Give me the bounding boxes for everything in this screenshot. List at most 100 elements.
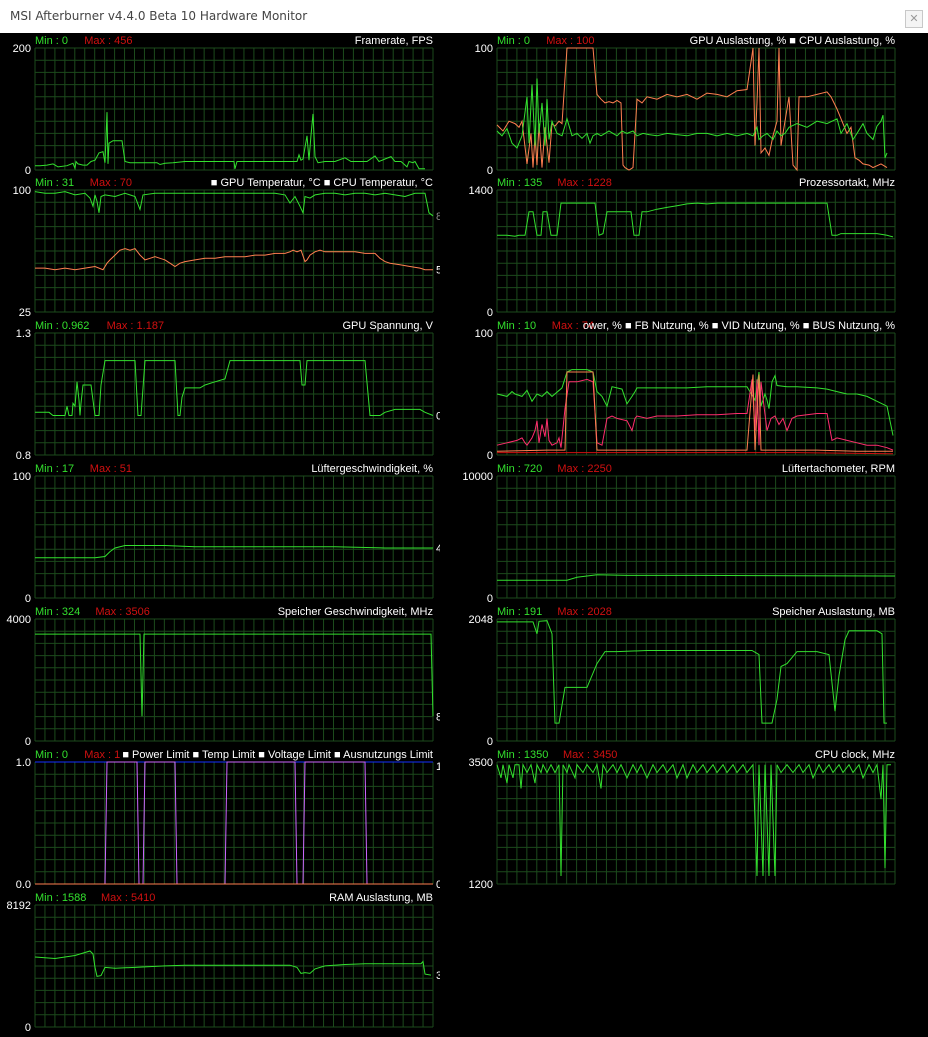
close-button[interactable]: ✕ [905,10,923,28]
grid [496,618,896,742]
series-line-framerate [35,112,425,171]
max-label: Max : 74 [552,320,594,332]
y-min-tick: 0 [25,1022,31,1033]
y-max-tick: 100 [13,471,31,483]
min-label: Min : 17 [35,463,74,475]
y-min-tick: 25 [19,307,31,318]
y-max-tick: 8192 [7,900,31,912]
grid [34,761,434,885]
y-max-tick: 100 [13,185,31,197]
current-value-label: 51 [436,265,440,277]
window-edge [898,33,928,1037]
chart-gpu-temp: Min : 31 Max : 70 ■ GPU Temperatur, °C ■ C… [13,177,440,318]
grid [496,761,896,885]
series-line-gpu-voltage [35,360,434,416]
max-label: Max : 3506 [95,606,149,618]
series-line-cpu-clock-mhz [497,202,894,238]
y-max-tick: 1400 [469,185,493,197]
grid [496,189,896,313]
series-line-cpu-auslastung- [496,78,888,158]
min-label: Min : 31 [35,177,74,189]
panel-title: ■ GPU Temperatur, °C ■ CPU Temperatur, °… [211,177,433,189]
grid [34,189,434,313]
y-max-tick: 1.0 [16,757,31,769]
series-line-cpu-temperatur-c [34,191,434,217]
max-label: Max : 2250 [557,463,611,475]
grid [496,47,896,171]
max-label: Max : 2028 [557,606,611,618]
max-label: Max : 3450 [563,749,617,761]
y-min-tick: 1200 [469,879,493,890]
y-min-tick: 0 [487,450,493,461]
series-line-mem-clock [35,633,434,717]
y-max-tick: 100 [475,328,493,340]
min-label: Min : 0.962 [35,320,89,332]
grid [34,47,434,171]
y-max-tick: 1.3 [16,328,31,340]
panel-title: Speicher Geschwindigkeit, MHz [278,606,433,618]
grid [34,332,434,456]
max-label: Max : 1.187 [107,320,164,332]
series-line-fb-nutzung [496,378,894,451]
y-min-tick: 0 [487,736,493,747]
panel-title: CPU clock, MHz [815,749,895,761]
y-min-tick: 0.8 [16,450,31,461]
title-bar: MSI Afterburner v4.4.0 Beta 10 Hardware … [0,0,928,33]
y-min-tick: 0 [25,593,31,604]
y-max-tick: 10000 [462,471,493,483]
current-value-label: 0.962 [436,410,440,422]
panel-title: ower, % ■ FB Nutzung, % ■ VID Nutzung, %… [583,320,895,332]
series-line-mem-usage [497,620,887,724]
panel-title: GPU Spannung, V [342,320,433,332]
min-label: Min : 191 [497,606,542,618]
chart-gpu-util: Min : 0 Max : 100 GPU Auslastung, % ■ CPU … [475,35,896,175]
grid [34,618,434,742]
panel-gpu-temp: Min : 31 Max : 70 ■ GPU Temperatur, °C ■ C… [0,175,440,318]
window-title: MSI Afterburner v4.4.0 Beta 10 Hardware … [10,9,308,23]
grid [34,475,434,599]
min-label: Min : 324 [35,606,80,618]
panel-fan-tach: Min : 720 Max : 2250 Lüftertachometer, RPM… [462,461,898,604]
y-min-tick: 0 [487,593,493,604]
chart-mem-clock: Min : 324 Max : 3506 Speicher Geschwindigk… [7,606,440,747]
max-label: Max : 70 [90,177,132,189]
chart-ram-usage: Min : 1588 Max : 5410 RAM Auslastung, MB 81… [7,892,440,1033]
series-line-fan-tach [497,574,896,581]
y-min-tick: 0 [487,165,493,175]
min-label: Min : 1350 [497,749,548,761]
y-max-tick: 3500 [469,757,493,769]
series-line-ram-usage [34,950,432,977]
min-label: Min : 720 [497,463,542,475]
y-max-tick: 200 [13,43,31,55]
panel-power: Min : 10 Max : 74 ower, % ■ FB Nutzung, % … [462,318,898,461]
panel-fan-speed: Min : 17 Max : 51 Lüftergeschwindigkeit, %… [0,461,440,604]
series-line-gpu-temperatur-c [35,248,433,271]
y-max-tick: 2048 [469,614,493,626]
chart-limits: Min : 0 Max : 1 ■ Power Limit ■ Temp Limit… [16,749,440,890]
panel-gpu-util: Min : 0 Max : 100 GPU Auslastung, % ■ CPU … [462,33,898,175]
panel-gpu-voltage: Min : 0.962 Max : 1.187 GPU Spannung, V 1.3… [0,318,440,461]
min-label: Min : 135 [497,177,542,189]
y-min-tick: 0 [25,165,31,175]
y-max-tick: 4000 [7,614,31,626]
current-value-label: 41 [436,543,440,555]
series-line-bus-nutzung [497,452,894,455]
grid [496,475,896,599]
current-value-label: 1 [436,761,440,773]
panel-mem-usage: Min : 191 Max : 2028 Speicher Auslastung, … [462,604,898,747]
current-value-label: 3488 [436,970,440,982]
min-label: Min : 0 [35,35,68,47]
chart-cpu-clock: Min : 1350 Max : 3450 CPU clock, MHz 3500 12… [469,749,896,890]
y-min-tick: 0 [487,307,493,318]
series-line-cpu-clock [496,762,891,877]
series-line-power [496,369,894,436]
current-value-label: 83 [436,211,440,223]
max-label: Max : 1228 [557,177,611,189]
chart-cpu-clock-mhz: Min : 135 Max : 1228 Prozessortakt, MHz 140… [469,177,896,318]
series-line-fan-speed [35,545,433,559]
panel-limits: Min : 0 Max : 1 ■ Power Limit ■ Temp Limit… [0,747,440,890]
panel-cpu-clock: Min : 1350 Max : 3450 CPU clock, MHz 3500 12… [462,747,898,890]
panel-title: ■ Power Limit ■ Temp Limit ■ Voltage Lim… [122,749,433,761]
y-max-tick: 100 [475,43,493,55]
